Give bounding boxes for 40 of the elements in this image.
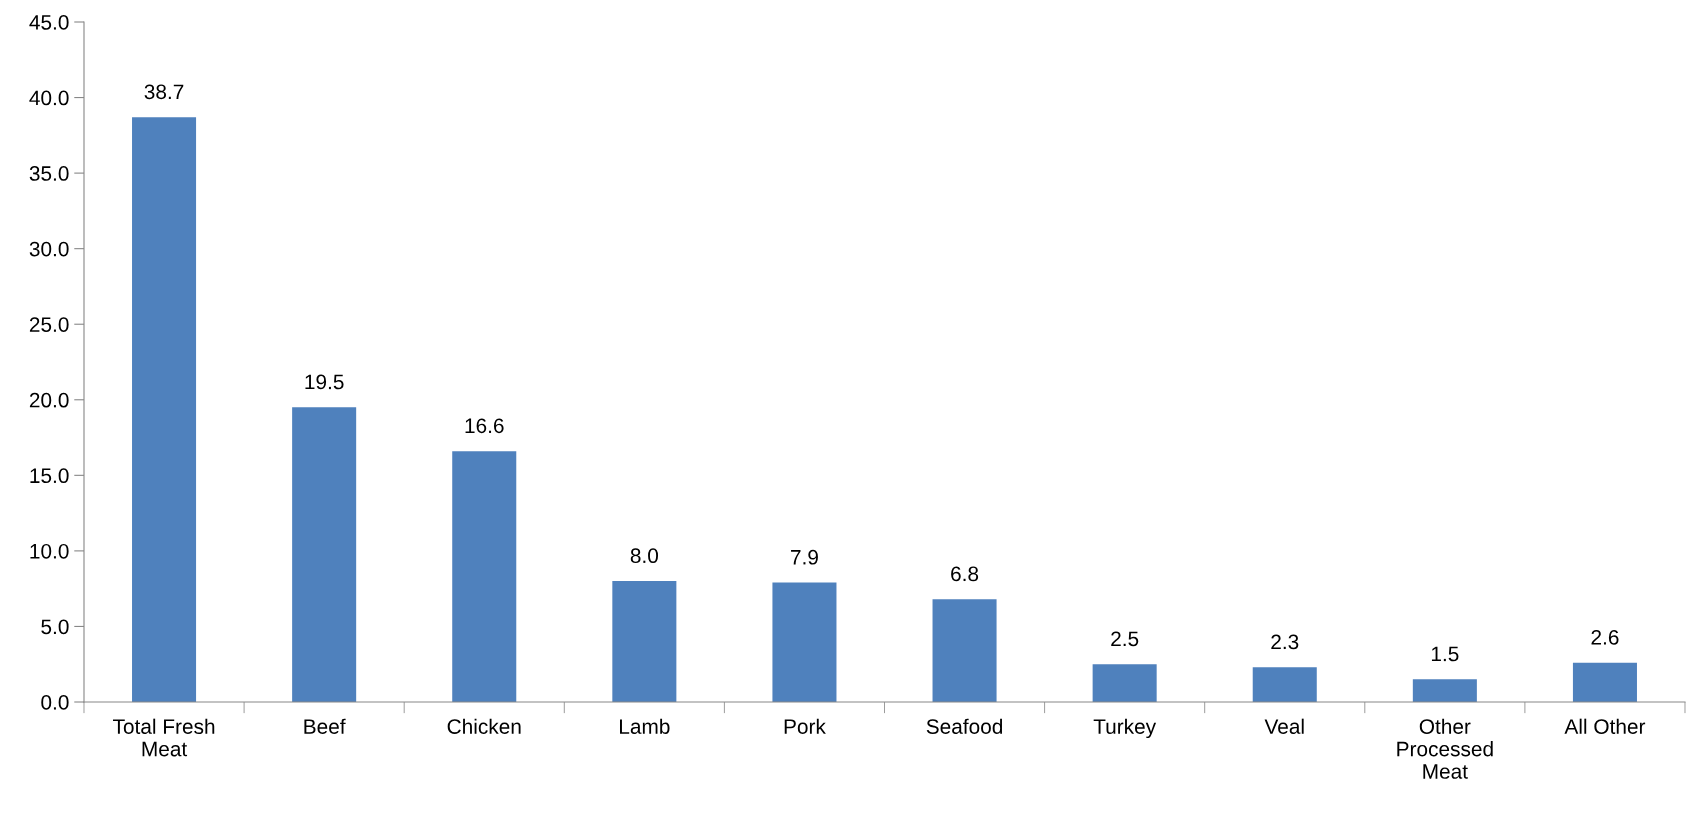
data-label: 38.7 [144,84,184,100]
x-tick-label: Veal [1264,718,1304,734]
x-tick-label: Other Processed Meat [1397,718,1493,779]
bar [1572,662,1637,702]
y-tick-label: 30.0 [29,241,69,257]
bar [932,599,997,702]
data-label: 2.3 [1271,634,1299,650]
y-tick-label: 40.0 [29,90,69,106]
x-tick-label: All Other [1564,718,1646,734]
data-label: 2.6 [1591,629,1619,645]
bar [772,582,837,702]
x-tick-label: Pork [784,718,826,734]
x-tick-label: Seafood [926,718,1003,734]
bar [612,581,677,702]
y-tick-label: 5.0 [41,619,69,635]
data-label: 19.5 [305,374,344,390]
bar [1092,664,1157,702]
y-tick-label: 0.0 [41,695,69,710]
bar [292,407,357,702]
data-label: 6.8 [951,566,979,582]
y-tick-label: 15.0 [30,468,69,484]
x-tick-label: Total Fresh Meat [113,718,215,757]
bar [1252,667,1317,702]
y-tick-label: 20.0 [29,392,69,408]
x-tick-label: Lamb [620,718,670,734]
y-tick-label: 25.0 [29,317,69,332]
x-tick-label: Turkey [1093,718,1157,739]
y-tick-label: 35.0 [29,166,69,181]
data-label: 7.9 [791,549,818,565]
data-label: 16.6 [465,418,504,434]
x-tick-label: Chicken [447,718,521,734]
x-tick-label: Beef [304,718,346,734]
data-label: 1.5 [1431,646,1459,662]
y-tick-label: 10.0 [30,543,69,559]
bar [1412,679,1477,702]
bar [452,451,517,702]
bar [132,117,197,702]
y-tick-label: 45.0 [29,15,69,30]
data-label: 8.0 [630,548,659,564]
data-label: 2.5 [1111,631,1139,647]
